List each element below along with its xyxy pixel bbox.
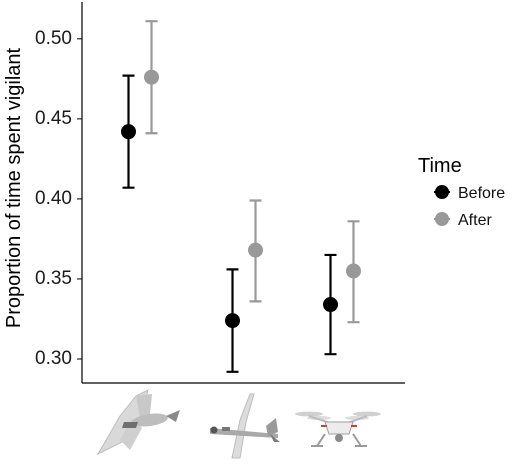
y-tick-label: 0.40 xyxy=(35,188,72,209)
data-marks xyxy=(121,20,361,373)
legend-entry-after: After xyxy=(434,212,492,229)
legend-key-point xyxy=(435,185,449,199)
data-point xyxy=(144,69,159,85)
legend-title: Time xyxy=(418,155,462,177)
fixed-wing-drone-icon xyxy=(210,393,280,459)
legend-label-before: Before xyxy=(458,185,505,202)
data-point xyxy=(248,242,263,258)
legend-entry-before: Before xyxy=(434,185,505,202)
y-ticks: 0.30 0.35 0.40 0.45 0.50 xyxy=(35,28,72,369)
y-tick-label: 0.45 xyxy=(35,108,72,129)
legend-key-point xyxy=(435,212,449,226)
data-point xyxy=(121,124,136,140)
y-tick-label: 0.30 xyxy=(35,348,72,369)
data-point xyxy=(323,297,338,313)
y-tick-label: 0.35 xyxy=(35,268,72,289)
y-tick-marks xyxy=(77,38,82,360)
legend: Time Before After xyxy=(418,155,505,229)
legend-label-after: After xyxy=(458,212,492,229)
data-point xyxy=(346,263,361,279)
y-tick-label: 0.50 xyxy=(35,28,72,49)
quadcopter-drone-icon xyxy=(295,411,381,447)
data-point xyxy=(225,313,240,329)
bird-drone-icon xyxy=(96,389,180,456)
y-axis-title: Proportion of time spent vigilant xyxy=(3,47,25,328)
